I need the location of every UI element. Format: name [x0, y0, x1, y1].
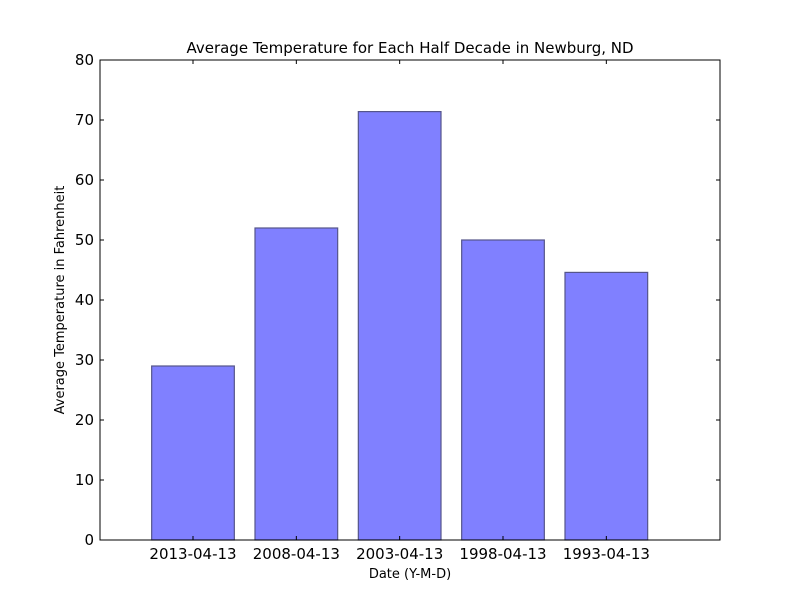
ticks-group: 2013-04-13 2008-04-13 2003-04-13 1998-04-13…	[75, 51, 720, 563]
y-tick-label: 70	[75, 111, 94, 129]
x-tick-label: 2013-04-13	[149, 545, 236, 563]
x-tick-label: 2003-04-13	[356, 545, 443, 563]
y-tick-label: 10	[75, 471, 94, 489]
x-tick-label: 1998-04-13	[459, 545, 546, 563]
x-tick-label: 2008-04-13	[253, 545, 340, 563]
y-tick-label: 50	[75, 231, 94, 249]
x-tick-label: 1993-04-13	[563, 545, 650, 563]
y-axis-label: Average Temperature in Fahrenheit	[53, 186, 68, 415]
y-tick-label: 40	[75, 291, 94, 309]
bars-group	[151, 110, 649, 541]
chart-title: Average Temperature for Each Half Decade…	[186, 39, 633, 57]
bar-1998-04-13	[461, 239, 545, 541]
x-axis-label: Date (Y-M-D)	[369, 567, 451, 582]
y-tick-label: 60	[75, 171, 94, 189]
y-tick-label: 80	[75, 51, 94, 69]
y-tick-label: 0	[84, 531, 94, 549]
bar-2013-04-13	[151, 365, 235, 541]
bar-2003-04-13	[357, 110, 442, 541]
plot-frame	[99, 59, 721, 541]
bar-1993-04-13	[564, 271, 649, 541]
y-tick-label: 30	[75, 351, 94, 369]
bar-2008-04-13	[254, 227, 339, 541]
y-tick-label: 20	[75, 411, 94, 429]
